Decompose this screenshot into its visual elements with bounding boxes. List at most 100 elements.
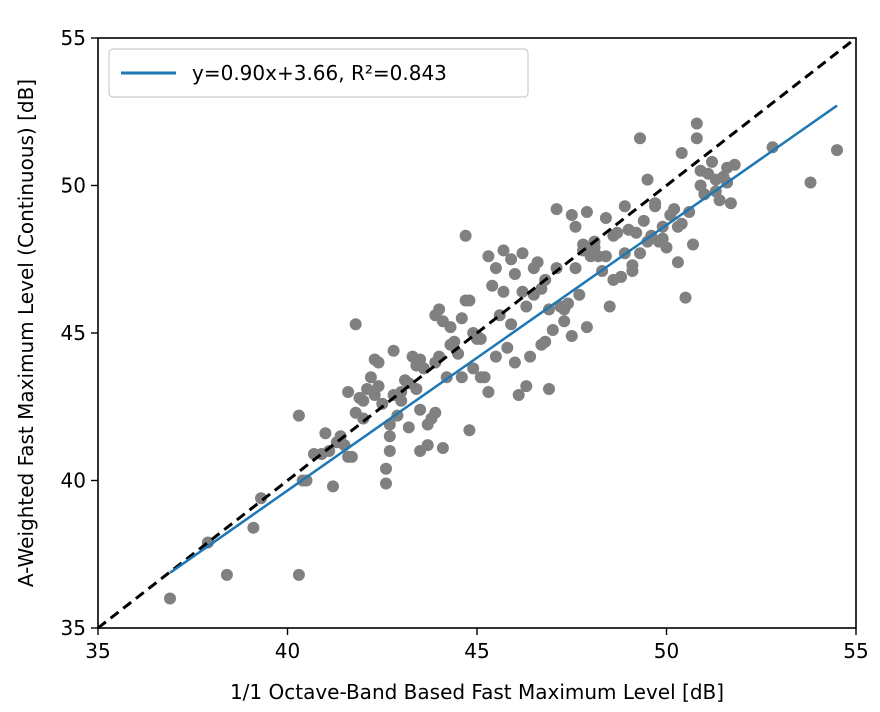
data-point: [327, 480, 339, 493]
data-point: [577, 238, 590, 251]
data-point: [520, 300, 533, 313]
data-point: [508, 268, 521, 280]
y-axis: 35 40 45 50 55: [61, 26, 98, 640]
data-point: [580, 206, 593, 218]
data-point: [599, 250, 612, 263]
data-point: [372, 380, 385, 393]
data-point: [671, 220, 684, 233]
data-point: [550, 203, 563, 216]
data-point: [690, 117, 703, 130]
data-point: [512, 389, 525, 401]
data-point: [649, 197, 662, 210]
data-point: [349, 318, 362, 331]
data-point: [292, 568, 305, 581]
data-point: [539, 335, 552, 348]
data-point: [831, 144, 843, 157]
data-point: [455, 371, 468, 384]
data-point: [668, 203, 681, 216]
data-point: [372, 356, 385, 369]
data-point: [436, 315, 449, 328]
data-point: [497, 285, 510, 298]
data-point: [220, 568, 233, 581]
data-point: [641, 173, 654, 186]
data-point: [486, 279, 499, 292]
fit-line: [169, 104, 838, 574]
data-point: [508, 356, 521, 369]
data-point: [505, 318, 518, 331]
y-tick-label: 35: [61, 616, 86, 640]
data-point: [459, 229, 472, 242]
data-point: [634, 247, 646, 260]
y-tick-label: 50: [61, 174, 86, 198]
data-point: [671, 256, 684, 269]
data-point: [444, 338, 457, 351]
data-point: [357, 412, 370, 425]
legend-label: y=0.90x+3.66, R²=0.843: [192, 61, 447, 85]
data-point: [380, 477, 392, 490]
data-point: [527, 262, 540, 275]
data-point: [436, 442, 449, 454]
data-point: [656, 232, 669, 245]
x-tick-label: 50: [654, 639, 679, 663]
data-point: [497, 244, 510, 257]
data-point: [410, 383, 423, 395]
data-point: [414, 403, 427, 416]
data-point: [626, 259, 639, 272]
data-point: [383, 445, 396, 457]
data-point: [342, 386, 355, 398]
data-point: [376, 397, 389, 410]
data-point: [550, 262, 563, 275]
x-tick-label: 45: [464, 639, 489, 663]
data-point: [724, 197, 737, 210]
x-axis-label: 1/1 Octave-Band Based Fast Maximum Level…: [230, 680, 724, 704]
data-point: [558, 303, 571, 316]
data-point: [247, 521, 260, 534]
y-tick-label: 55: [61, 26, 86, 50]
y-tick-label: 45: [61, 321, 86, 345]
data-point: [630, 226, 643, 239]
data-point: [429, 406, 442, 419]
legend-box: [108, 48, 529, 98]
data-point: [675, 147, 688, 159]
data-point: [414, 353, 427, 366]
data-point: [489, 262, 502, 275]
data-point: [679, 291, 692, 304]
data-point: [505, 253, 518, 266]
data-point: [380, 462, 392, 475]
data-point: [573, 288, 586, 301]
data-point: [364, 371, 377, 384]
data-point: [634, 132, 646, 145]
data-point: [599, 212, 612, 224]
data-point: [804, 176, 817, 189]
data-point: [345, 450, 358, 463]
data-point: [535, 282, 548, 295]
data-point: [580, 321, 593, 334]
data-point: [482, 250, 495, 263]
data-point: [569, 262, 582, 275]
data-point: [300, 474, 313, 487]
data-point: [421, 439, 434, 452]
data-point: [569, 220, 582, 233]
data-point: [383, 430, 396, 443]
data-point: [516, 285, 529, 298]
data-point: [402, 421, 415, 434]
data-point: [292, 409, 305, 422]
data-point: [728, 158, 741, 171]
data-point: [459, 294, 472, 307]
data-point: [478, 371, 491, 384]
data-point: [543, 383, 555, 395]
data-point: [565, 209, 578, 221]
data-point: [694, 164, 707, 177]
identity-line: [97, 36, 857, 630]
data-point: [687, 238, 699, 251]
points-layer: [164, 117, 843, 605]
x-tick-label: 35: [85, 639, 110, 663]
data-point: [683, 206, 696, 218]
data-point: [455, 312, 468, 325]
data-point: [524, 350, 537, 363]
data-point: [766, 141, 779, 154]
data-point: [690, 132, 703, 145]
x-axis: 35 40 45 50 55: [85, 628, 869, 663]
data-point: [558, 315, 571, 328]
